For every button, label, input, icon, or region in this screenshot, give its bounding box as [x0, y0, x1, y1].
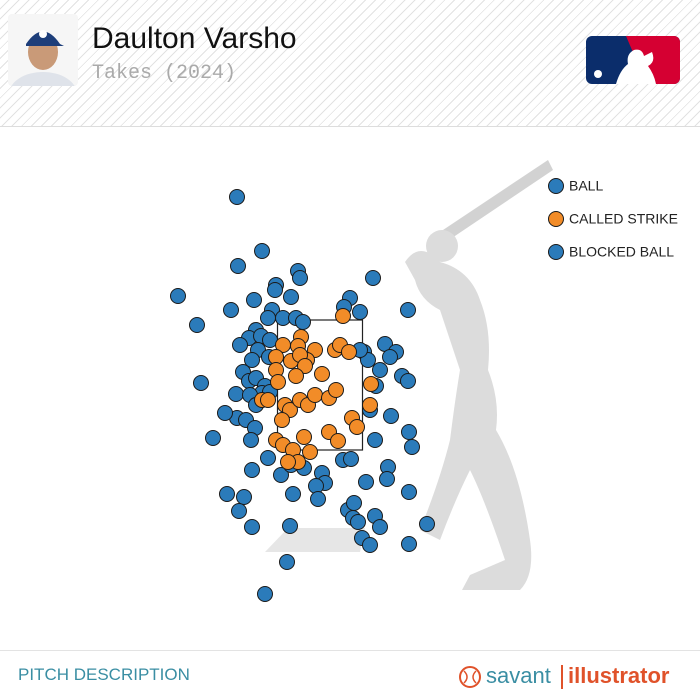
- pitch-point: [349, 419, 365, 435]
- pitch-point: [193, 375, 209, 391]
- pitch-point: [267, 282, 283, 298]
- pitch-point: [244, 519, 260, 535]
- pitch-point: [296, 429, 312, 445]
- pitch-point: [283, 289, 299, 305]
- legend-label: BALL: [569, 178, 603, 194]
- footer: PITCH DESCRIPTION savant illustrator: [0, 650, 700, 700]
- pitch-point: [372, 519, 388, 535]
- pitch-point: [310, 491, 326, 507]
- pitch-point: [189, 317, 205, 333]
- pitch-point: [288, 368, 304, 384]
- pitch-point: [382, 349, 398, 365]
- legend-marker: [548, 211, 564, 227]
- brand-right: illustrator: [568, 663, 670, 688]
- pitch-point: [404, 439, 420, 455]
- pitch-point: [295, 314, 311, 330]
- pitch-point: [419, 516, 435, 532]
- footer-label: PITCH DESCRIPTION: [18, 665, 190, 684]
- pitch-point: [228, 386, 244, 402]
- player-photo: [8, 14, 78, 86]
- pitch-point: [274, 412, 290, 428]
- pitch-point: [362, 397, 378, 413]
- pitch-point: [297, 358, 313, 374]
- pitch-point: [282, 518, 298, 534]
- pitch-point: [257, 586, 273, 602]
- pitch-point: [400, 373, 416, 389]
- pitch-point: [244, 352, 260, 368]
- pitch-point: [335, 308, 351, 324]
- pitch-point: [401, 424, 417, 440]
- pitch-point: [260, 392, 276, 408]
- strike-zone: [276, 319, 364, 451]
- pitch-point: [350, 514, 366, 530]
- legend-label: CALLED STRIKE: [569, 211, 678, 227]
- pitch-point: [367, 432, 383, 448]
- pitch-point: [328, 382, 344, 398]
- photo-art: [11, 30, 75, 86]
- batter-silhouette: [265, 160, 553, 590]
- pitch-point: [363, 376, 379, 392]
- brand-logo: savant illustrator: [459, 663, 670, 689]
- pitch-point: [314, 366, 330, 382]
- pitch-point: [279, 554, 295, 570]
- pitch-point: [230, 258, 246, 274]
- pitch-point: [343, 451, 359, 467]
- pitch-point: [236, 489, 252, 505]
- pitch-point: [231, 503, 247, 519]
- pitch-point: [400, 302, 416, 318]
- brand: savant illustrator: [458, 657, 688, 698]
- subtitle: Takes (2024): [92, 62, 237, 85]
- pitch-point: [243, 432, 259, 448]
- pitch-point: [308, 478, 324, 494]
- pitch-point: [358, 474, 374, 490]
- pitch-point: [362, 537, 378, 553]
- pitch-point: [229, 189, 245, 205]
- pitch-point: [379, 471, 395, 487]
- pitch-point: [223, 302, 239, 318]
- pitch-point: [330, 433, 346, 449]
- player-name: Daulton Varsho: [92, 22, 297, 55]
- pitch-point: [170, 288, 186, 304]
- pitch-point: [401, 536, 417, 552]
- pitch-point: [401, 484, 417, 500]
- pitch-point: [254, 243, 270, 259]
- pitch-point: [292, 270, 308, 286]
- pitch-point: [270, 374, 286, 390]
- pitch-point: [372, 362, 388, 378]
- pitch-point: [383, 408, 399, 424]
- brand-left: savant: [486, 663, 551, 688]
- pitch-point: [341, 344, 357, 360]
- pitch-point: [273, 467, 289, 483]
- chart: BALL CALLED STRIKE BLOCKED BALL: [170, 160, 678, 602]
- pitch-point: [307, 387, 323, 403]
- pitch-point: [365, 270, 381, 286]
- pitch-point: [302, 444, 318, 460]
- pitch-point: [217, 405, 233, 421]
- pitch-point: [232, 337, 248, 353]
- pitch-point: [260, 450, 276, 466]
- pitch-point: [275, 337, 291, 353]
- mlb-logo: [586, 36, 680, 84]
- legend-marker: [548, 244, 564, 260]
- pitch-point: [346, 495, 362, 511]
- pitch-point: [285, 486, 301, 502]
- legend-marker: [548, 178, 564, 194]
- legend-label: BLOCKED BALL: [569, 244, 674, 260]
- pitch-point: [280, 454, 296, 470]
- pitch-point: [244, 462, 260, 478]
- pitch-point: [219, 486, 235, 502]
- pitch-point: [352, 304, 368, 320]
- pitch-point: [205, 430, 221, 446]
- pitch-point: [246, 292, 262, 308]
- header: Daulton Varsho Takes (2024): [0, 0, 700, 127]
- pitch-point: [260, 310, 276, 326]
